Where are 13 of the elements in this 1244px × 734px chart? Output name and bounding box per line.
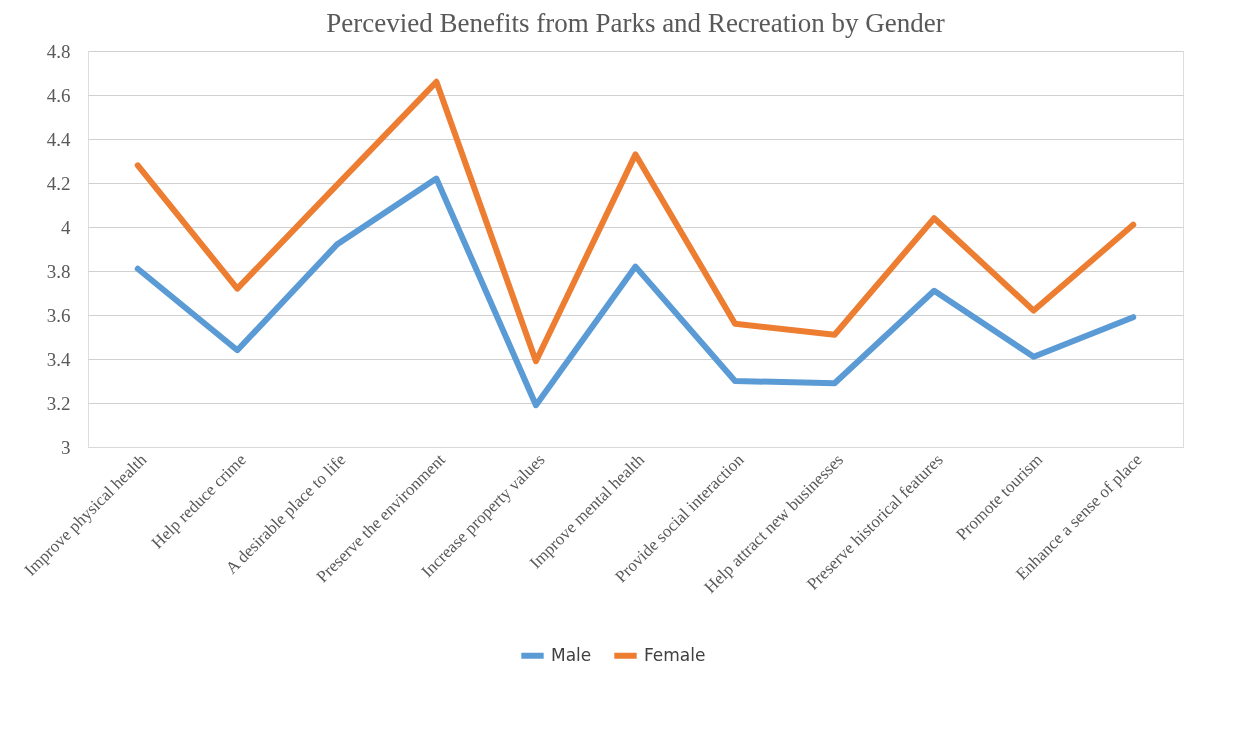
y-tick-label: 4.2 xyxy=(46,172,71,194)
y-tick-label: 3.2 xyxy=(46,392,71,414)
y-tick-label: 4.6 xyxy=(46,84,71,106)
y-tick-label: 4 xyxy=(61,216,71,238)
chart-title: Percevied Benefits from Parks and Recreation by Gender xyxy=(326,8,945,38)
y-tick-label: 4.4 xyxy=(46,128,71,150)
y-tick-label: 3.6 xyxy=(46,304,71,326)
y-tick-label: 3.4 xyxy=(46,348,71,370)
legend-label: Male xyxy=(551,644,592,665)
legend-label: Female xyxy=(644,644,706,665)
y-tick-label: 3.8 xyxy=(46,260,71,282)
y-tick-label: 4.8 xyxy=(46,40,71,62)
y-tick-label: 3 xyxy=(61,436,71,458)
